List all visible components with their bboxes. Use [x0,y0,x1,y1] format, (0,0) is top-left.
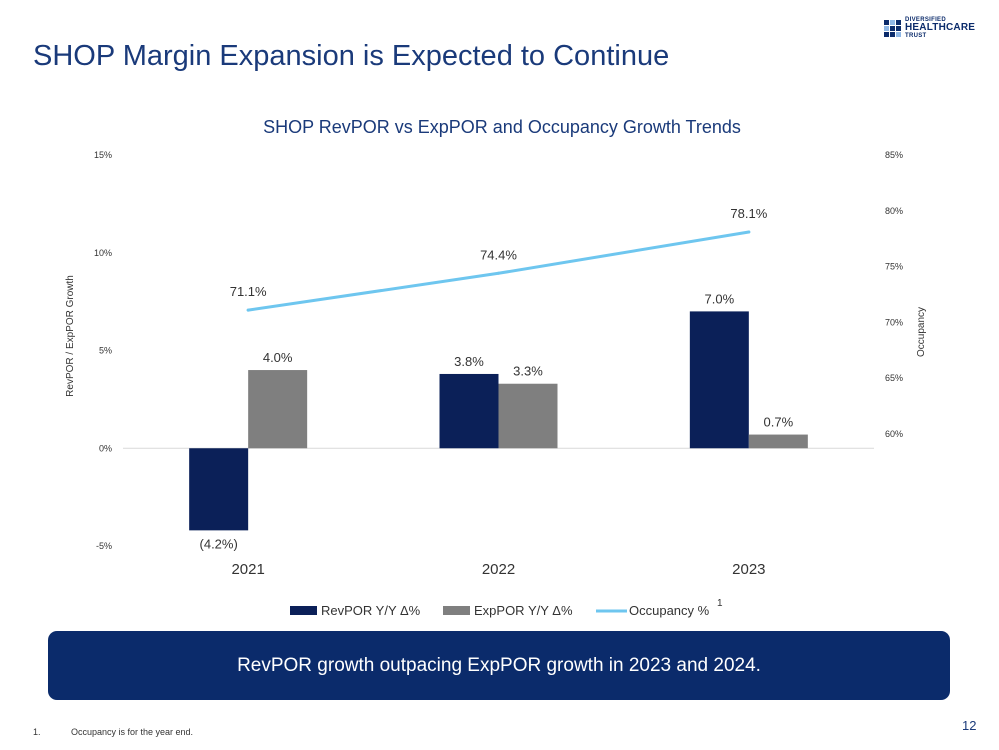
logo-line-1: DIVERSIFIED [905,17,946,23]
y2-tick-label: 60% [885,429,903,439]
y-tick-label: 15% [94,150,112,160]
x-tick-label-2023: 2023 [732,561,765,578]
bar-exppor-2021 [248,370,308,449]
chart: SHOP RevPOR vs ExpPOR and Occupancy Grow… [65,117,927,618]
bar-revpor-2021 [189,448,249,531]
legend-swatch-exppor [443,606,470,615]
data-label-occupancy-2022: 74.4% [480,247,517,262]
chart-title: SHOP RevPOR vs ExpPOR and Occupancy Grow… [263,117,741,137]
page-title: SHOP Margin Expansion is Expected to Con… [33,40,670,72]
y-tick-label: -5% [96,541,112,551]
occupancy-point-2022 [497,271,500,275]
y2-tick-label: 85% [885,150,903,160]
y-tick-label: 5% [99,346,112,356]
y2-tick-label: 70% [885,317,903,327]
legend-footnote-marker: 1 [717,598,723,609]
x-tick-label-2022: 2022 [482,561,515,578]
bar-exppor-2022 [498,383,558,449]
y-axis-title: RevPOR / ExpPOR Growth [65,275,76,397]
y2-axis-title: Occupancy [916,307,927,357]
footnote-text: Occupancy is for the year end. [71,727,194,737]
legend-label-occupancy: Occupancy % [629,603,710,618]
legend-swatch-revpor [290,606,317,615]
data-label-exppor-2023: 0.7% [764,415,794,430]
bar-exppor-2023 [748,434,808,449]
footnote: 1. Occupancy is for the year end. [33,727,193,737]
page-number: 12 [962,718,977,733]
legend-label-revpor: RevPOR Y/Y Δ% [321,603,421,618]
data-label-revpor-2023: 7.0% [705,291,735,306]
y-tick-label: 10% [94,248,112,258]
logo-line-2: HEALTHCARE [905,22,976,33]
occupancy-point-2021 [246,308,250,312]
x-tick-label-2021: 2021 [231,561,264,578]
y2-tick-label: 65% [885,373,903,383]
footnote-number: 1. [33,727,41,737]
data-label-exppor-2022: 3.3% [513,364,543,379]
y2-tick-label: 80% [885,206,903,216]
data-label-revpor-2021: (4.2%) [200,536,238,551]
occupancy-line [246,230,751,312]
legend-label-exppor: ExpPOR Y/Y Δ% [474,603,573,618]
bar-revpor-2023 [689,311,749,449]
company-logo: DIVERSIFIED HEALTHCARE TRUST [884,17,975,39]
y-tick-label: 0% [99,443,112,453]
data-label-exppor-2021: 4.0% [263,350,293,365]
data-label-occupancy-2021: 71.1% [230,284,267,299]
logo-grid-icon [884,19,901,37]
bar-revpor-2022 [439,373,499,449]
y2-tick-label: 75% [885,262,903,272]
key-message-banner: RevPOR growth outpacing ExpPOR growth in… [48,631,950,700]
data-label-occupancy-2023: 78.1% [730,206,767,221]
occupancy-point-2023 [747,230,751,234]
data-label-revpor-2022: 3.8% [454,354,484,369]
banner-text: RevPOR growth outpacing ExpPOR growth in… [237,654,761,676]
logo-line-3: TRUST [905,33,927,39]
